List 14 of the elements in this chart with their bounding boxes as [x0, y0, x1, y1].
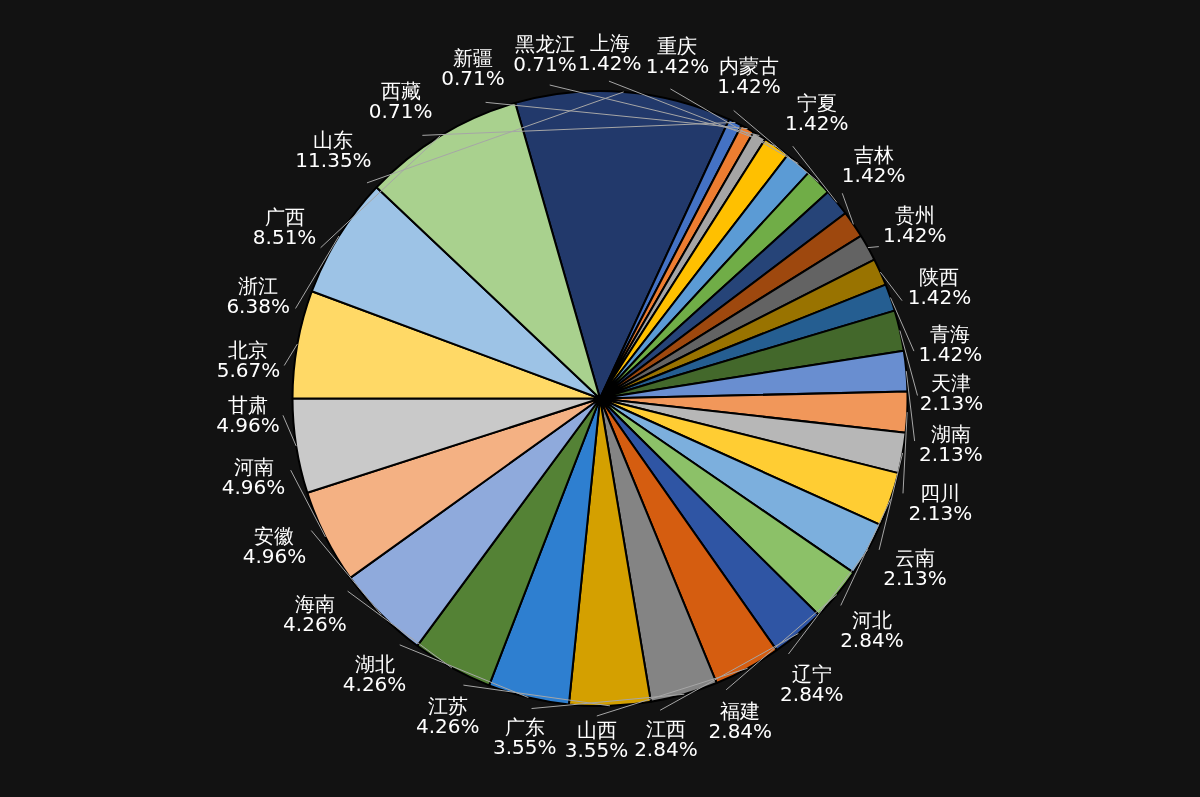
slice-label: 河北	[851, 608, 892, 633]
slice-label: 广东	[504, 715, 545, 740]
slice-label: 天津	[931, 371, 972, 396]
slice-label: 湖南	[930, 422, 971, 447]
slice-label: 四川	[920, 481, 961, 506]
slice-label: 江苏	[427, 694, 468, 719]
slice-label: 甘肃	[228, 393, 269, 418]
slice-label: 北京	[228, 338, 269, 363]
slice-label: 海南	[294, 592, 335, 617]
slice-label: 西藏	[380, 79, 421, 104]
slice-label: 湖北	[354, 652, 395, 677]
slice-label: 山东	[313, 128, 354, 153]
slice-label: 重庆	[657, 34, 698, 59]
slice-label: 上海	[589, 31, 630, 56]
